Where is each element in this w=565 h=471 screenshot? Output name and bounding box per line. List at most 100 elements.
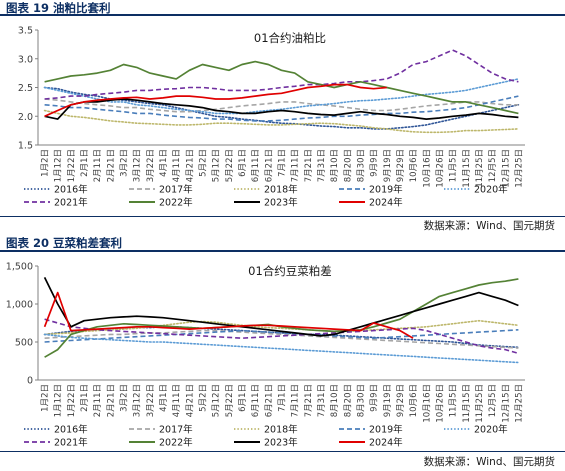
x-tick-label: 1月12日	[54, 384, 64, 417]
y-tick-label: 1,500	[6, 262, 33, 273]
legend-label: 2024年	[369, 437, 403, 449]
legend-label: 2018年	[264, 184, 298, 196]
figure-19-title: 图表 19 油粕比套利	[6, 1, 111, 15]
x-tick-label: 10月6日	[409, 384, 419, 417]
x-tick-label: 7月11日	[291, 149, 301, 182]
x-tick-label: 7月31日	[317, 149, 327, 182]
legend-label: 2021年	[54, 437, 88, 449]
x-tick-label: 9月19日	[383, 149, 393, 182]
series-line-2018年	[43, 319, 520, 336]
x-tick-label: 3月2日	[120, 384, 130, 412]
x-tick-label: 12月25日	[514, 384, 524, 423]
x-tick-label: 5月22日	[225, 384, 235, 417]
x-tick-label: 1月12日	[54, 149, 64, 182]
legend-label: 2016年	[54, 424, 88, 436]
x-tick-label: 9月29日	[396, 149, 406, 182]
x-tick-label: 1月22日	[67, 149, 77, 182]
x-tick-label: 6月1日	[238, 149, 248, 177]
series-line-2022年	[44, 60, 519, 115]
series-line-2021年	[44, 49, 519, 100]
x-tick-label: 11月25日	[475, 149, 485, 188]
x-tick-label: 1月2日	[41, 149, 51, 177]
legend-label: 2022年	[159, 437, 193, 449]
legend-label: 2019年	[369, 424, 403, 436]
soy-rapeseed-meal-spread-chart: 0 500 1,000 1,500 1月2日 1月12日 1月22日 2月1日 2月11日 2月2…	[6, 262, 525, 449]
series-line-2024年	[44, 83, 387, 118]
x-tick-label: 11月5日	[449, 149, 459, 182]
x-tick-label: 8月30日	[356, 149, 366, 182]
legend-label: 2020年	[474, 184, 508, 196]
x-tick-label: 5月22日	[225, 149, 235, 182]
x-tick-label: 12月25日	[514, 149, 524, 188]
x-tick-label: 7月31日	[317, 384, 327, 417]
chart-title: 01合约油粕比	[254, 31, 326, 45]
figure-19-top-rule	[0, 14, 565, 16]
x-tick-label: 12月15日	[501, 384, 511, 423]
x-tick-label: 3月22日	[146, 149, 156, 182]
figure-19-source: 数据来源：Wind、国元期货	[423, 220, 555, 232]
legend-label: 2021年	[54, 197, 88, 209]
x-tick-label: 8月30日	[356, 384, 366, 417]
series-line-2017年	[44, 98, 519, 113]
x-tick-label: 1月2日	[41, 384, 51, 412]
legend-label: 2017年	[159, 424, 193, 436]
x-tick-label: 2月21日	[106, 149, 116, 182]
x-tick-label: 4月21日	[185, 384, 195, 417]
legend-label: 2023年	[264, 197, 298, 209]
legend-label: 2018年	[264, 424, 298, 436]
legend-label: 2022年	[159, 197, 193, 209]
x-tick-label: 6月11日	[251, 384, 261, 417]
x-tick-label: 2月11日	[93, 149, 103, 182]
x-tick-label: 5月2日	[199, 384, 209, 412]
x-tick-label: 7月1日	[278, 149, 288, 177]
series-line-2024年	[43, 291, 414, 339]
x-tick-label: 4月21日	[185, 149, 195, 182]
x-tick-label: 3月22日	[146, 384, 156, 417]
legend-label: 2016年	[54, 184, 88, 196]
figure-20-source: 数据来源：Wind、国元期货	[423, 456, 555, 468]
x-tick-label: 9月29日	[396, 384, 406, 417]
x-tick-label: 6月21日	[264, 384, 274, 417]
series-line-2021年	[44, 318, 519, 355]
legend-label: 2020年	[474, 424, 508, 436]
series-line-2023年	[44, 98, 519, 120]
x-tick-label: 4月11日	[172, 149, 182, 182]
legend-label: 2023年	[264, 437, 298, 449]
y-tick-label: 500	[15, 338, 33, 349]
x-tick-label: 11月5日	[449, 384, 459, 417]
x-tick-label: 7月21日	[304, 149, 314, 182]
series-line-2016年	[43, 86, 520, 130]
x-tick-label: 9月19日	[383, 384, 393, 417]
oil-meal-ratio-chart: 1.5 2.0 2.5 3.0 3.5 1月2日 1月12日 1月22日 2月1日 2月11日 2月…	[18, 26, 525, 209]
x-tick-label: 4月1日	[159, 149, 169, 177]
x-tick-label: 12月5日	[488, 149, 498, 182]
y-tick-label: 3.0	[18, 54, 33, 65]
x-tick-label: 2月1日	[80, 384, 90, 412]
x-tick-label: 2月11日	[93, 384, 103, 417]
x-tick-label: 12月5日	[488, 384, 498, 417]
y-tick-label: 1,000	[6, 300, 33, 311]
series-line-2019年	[44, 95, 519, 122]
figure-20-top-rule	[0, 250, 565, 252]
y-tick-label: 3.5	[18, 26, 33, 37]
series-line-2020年	[43, 78, 520, 115]
x-tick-label: 10月26日	[435, 149, 445, 188]
x-tick-label: 4月1日	[159, 384, 169, 412]
x-tick-label: 11月15日	[462, 149, 472, 188]
legend-label: 2024年	[369, 197, 403, 209]
x-tick-label: 12月15日	[501, 149, 511, 188]
series-line-2020年	[43, 333, 520, 364]
x-tick-label: 7月21日	[304, 384, 314, 417]
series-line-2017年	[44, 329, 519, 349]
y-tick-label: 0	[27, 376, 33, 387]
x-tick-label: 7月1日	[278, 384, 288, 412]
x-tick-label: 9月9日	[370, 384, 380, 412]
series-line-2023年	[43, 277, 519, 337]
y-tick-label: 1.5	[18, 141, 33, 152]
x-tick-label: 4月11日	[172, 384, 182, 417]
x-tick-label: 10月6日	[409, 149, 419, 182]
chart-title: 01合约豆菜粕差	[248, 264, 332, 278]
figure-19-bottom-rule	[0, 216, 565, 217]
x-tick-label: 7月11日	[291, 384, 301, 417]
x-tick-label: 6月11日	[251, 149, 261, 182]
